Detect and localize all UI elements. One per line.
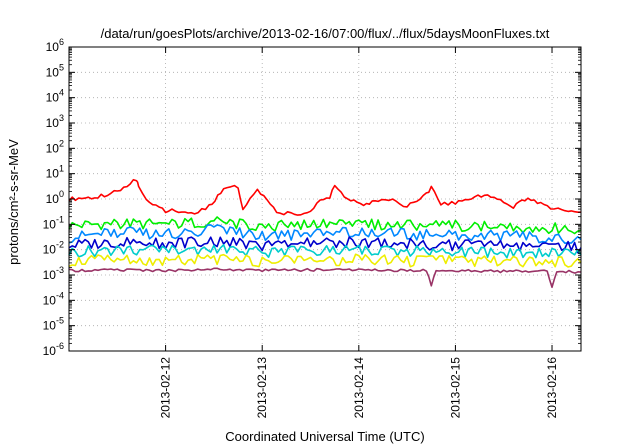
y-tick-exponent: 1: [59, 164, 64, 174]
y-tick-label: 10-6: [43, 341, 64, 358]
series-line: [68, 236, 582, 254]
y-tick-exponent: -4: [56, 290, 64, 300]
y-tick-exponent: 3: [59, 113, 64, 123]
x-tick-label: 2013-02-12: [159, 357, 173, 419]
y-tick-label: 10-2: [43, 240, 64, 257]
series-line: [68, 216, 582, 235]
y-tick-exponent: -3: [56, 265, 64, 275]
y-tick-exponent: 0: [59, 189, 64, 199]
y-tick-label: 104: [46, 88, 64, 105]
series-lines: [68, 178, 582, 289]
y-tick-exponent: 5: [59, 62, 64, 72]
y-tick-label: 106: [46, 37, 64, 54]
x-tick-label: 2013-02-16: [545, 357, 559, 419]
series-line: [68, 244, 582, 259]
y-tick-exponent: -6: [56, 341, 64, 351]
y-tick-label: 103: [46, 113, 64, 130]
series-line: [68, 224, 582, 244]
y-tick-label: 10-5: [43, 316, 64, 333]
y-tick-label: 10-1: [43, 214, 64, 231]
y-tick-exponent: 2: [59, 138, 64, 148]
y-tick-exponent: -5: [56, 316, 64, 326]
x-axis-label: Coordinated Universal Time (UTC): [225, 429, 424, 444]
x-tick-label: 2013-02-13: [255, 357, 269, 419]
y-tick-label: 100: [46, 189, 64, 206]
y-axis-label: protons/cm²-s-sr-MeV: [6, 139, 21, 265]
series-line: [68, 267, 582, 289]
y-tick-label: 101: [46, 164, 64, 181]
y-tick-exponent: 4: [59, 88, 64, 98]
y-tick-exponent: 6: [59, 37, 64, 47]
y-tick-label: 105: [46, 62, 64, 79]
y-tick-label: 10-4: [43, 290, 64, 307]
ticks: 10-610-510-410-310-210-11001011021031041…: [43, 37, 581, 418]
x-tick-label: 2013-02-15: [448, 357, 462, 419]
y-tick-label: 102: [46, 138, 64, 155]
y-tick-label: 10-3: [43, 265, 64, 282]
y-tick-exponent: -1: [56, 214, 64, 224]
y-tick-exponent: -2: [56, 240, 64, 250]
x-tick-label: 2013-02-14: [352, 357, 366, 419]
series-line: [68, 178, 581, 216]
chart-title: /data/run/goesPlots/archive/2013-02-16/0…: [101, 26, 550, 41]
series-line: [68, 253, 582, 268]
